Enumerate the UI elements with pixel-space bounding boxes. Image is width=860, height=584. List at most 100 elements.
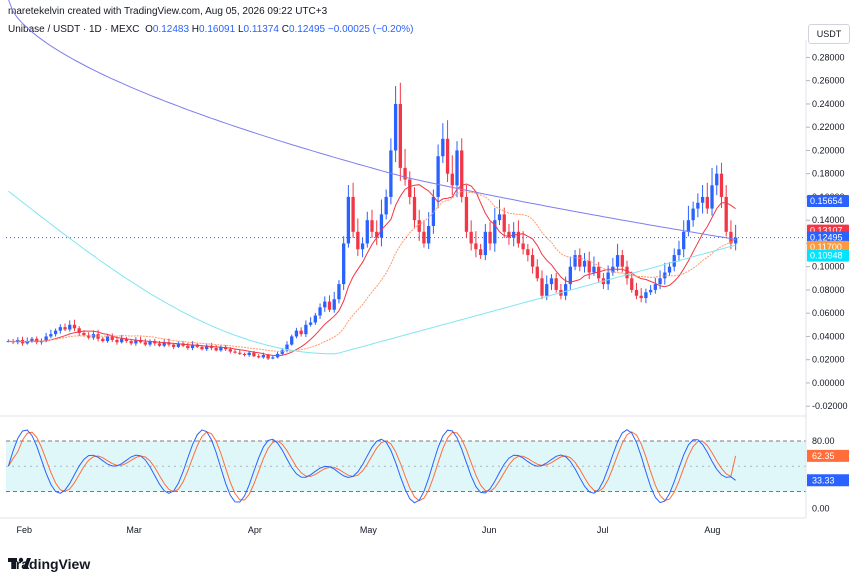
- stoch-d-line: [7, 431, 737, 502]
- candle-body: [148, 341, 152, 345]
- price-label-text: 0.13107: [810, 226, 843, 236]
- y-tick-label: 0.04000: [812, 331, 845, 341]
- candle-body: [606, 272, 610, 285]
- candle-body: [408, 179, 412, 197]
- candle-body: [582, 260, 587, 267]
- osc-value-box: [807, 474, 849, 487]
- candle-body: [233, 351, 237, 353]
- candle-body: [143, 342, 147, 345]
- currency-button[interactable]: USDT: [808, 24, 850, 44]
- chart-credit: maretekelvin created with TradingView.co…: [8, 6, 328, 17]
- candle-body: [715, 173, 719, 186]
- stoch-k-line: [7, 429, 736, 504]
- candle-body: [403, 167, 407, 180]
- candle-body: [597, 266, 601, 279]
- candle-body: [393, 103, 398, 151]
- candle-body: [129, 341, 133, 344]
- candle-body: [384, 196, 388, 215]
- candle-body: [455, 150, 459, 186]
- candle-body: [63, 327, 67, 330]
- candle-body: [30, 338, 34, 342]
- price-label-box: [807, 194, 849, 207]
- open-value: 0.12483: [152, 24, 190, 35]
- candle-body: [436, 156, 440, 197]
- ma-cyan-line: [8, 190, 736, 355]
- x-tick-label: Jun: [482, 525, 497, 535]
- candle-body: [592, 266, 596, 273]
- osc-value-text: 62.35: [812, 451, 835, 461]
- x-tick-label: Feb: [17, 525, 33, 535]
- candle-body: [620, 255, 624, 267]
- candle-body: [540, 278, 544, 296]
- candle-body: [478, 249, 483, 256]
- candle-body: [379, 214, 384, 238]
- candle-body: [337, 284, 341, 300]
- candle-body: [162, 342, 166, 346]
- y-tick-label: 0.20000: [812, 145, 845, 155]
- candle-body: [266, 355, 270, 359]
- candle-body: [53, 330, 58, 335]
- symbol-name[interactable]: Unibase / USDT · 1D · MEXC: [8, 24, 140, 35]
- candle-body: [460, 150, 464, 197]
- x-tick-label: May: [360, 525, 378, 535]
- candle-body: [134, 339, 138, 344]
- symbol-legend[interactable]: Unibase / USDT · 1D · MEXC O0.12483 H0.1…: [8, 24, 414, 35]
- candle-body: [110, 336, 114, 340]
- x-tick-label: Jul: [597, 525, 609, 535]
- candle-body: [190, 344, 195, 349]
- candle-body: [493, 220, 497, 244]
- candle-body: [672, 255, 676, 267]
- candle-body: [247, 352, 251, 356]
- candle-body: [719, 173, 724, 197]
- candle-body: [464, 196, 469, 232]
- candle-body: [124, 338, 129, 342]
- candle-body: [412, 196, 417, 221]
- candle-body: [332, 299, 336, 310]
- y-tick-label: 0.14000: [812, 215, 845, 225]
- candle-body: [318, 307, 322, 316]
- ma-medium-line: [8, 190, 736, 353]
- price-label-text: 0.15654: [810, 196, 843, 206]
- candle-body: [568, 266, 573, 285]
- candle-body: [58, 327, 62, 331]
- x-tick-label: Apr: [248, 525, 262, 535]
- high-label: H: [191, 24, 200, 35]
- candle-body: [696, 202, 700, 209]
- y-tick-label: 0.28000: [812, 52, 845, 62]
- y-tick-label: 0.08000: [812, 285, 845, 295]
- candle-body: [228, 349, 232, 352]
- candle-body: [724, 196, 728, 232]
- candle-body: [257, 356, 261, 358]
- tradingview-brand[interactable]: TradingView: [8, 556, 90, 572]
- low-value: 0.11374: [243, 24, 279, 35]
- candle-body: [417, 220, 421, 232]
- osc-tick-label: 80.00: [812, 436, 835, 446]
- close-value: 0.12495: [288, 24, 326, 35]
- candle-body: [587, 260, 591, 273]
- candle-body: [356, 231, 360, 250]
- candle-body: [648, 289, 653, 293]
- candle-body: [200, 346, 204, 350]
- candle-body: [115, 339, 119, 343]
- candle-body: [271, 357, 275, 359]
- candle-body: [733, 237, 738, 244]
- candle-body: [634, 289, 639, 296]
- candle-body: [351, 196, 355, 232]
- x-tick-label: Mar: [126, 525, 142, 535]
- candle-body: [304, 324, 308, 335]
- candle-body: [342, 243, 346, 285]
- ma-fast-line: [8, 183, 736, 357]
- candle-body: [469, 231, 473, 244]
- candle-body: [422, 231, 426, 244]
- price-label-text: 0.11700: [810, 242, 842, 252]
- y-tick-label: 0.00000: [812, 378, 845, 388]
- candle-body: [299, 330, 303, 335]
- candle-body: [323, 301, 327, 308]
- candle-body: [677, 249, 681, 256]
- tradingview-logo-icon: [8, 557, 31, 569]
- price-label-box: [807, 249, 849, 262]
- candle-body: [308, 322, 313, 325]
- candle-body: [365, 220, 369, 244]
- low-label: L: [237, 24, 244, 35]
